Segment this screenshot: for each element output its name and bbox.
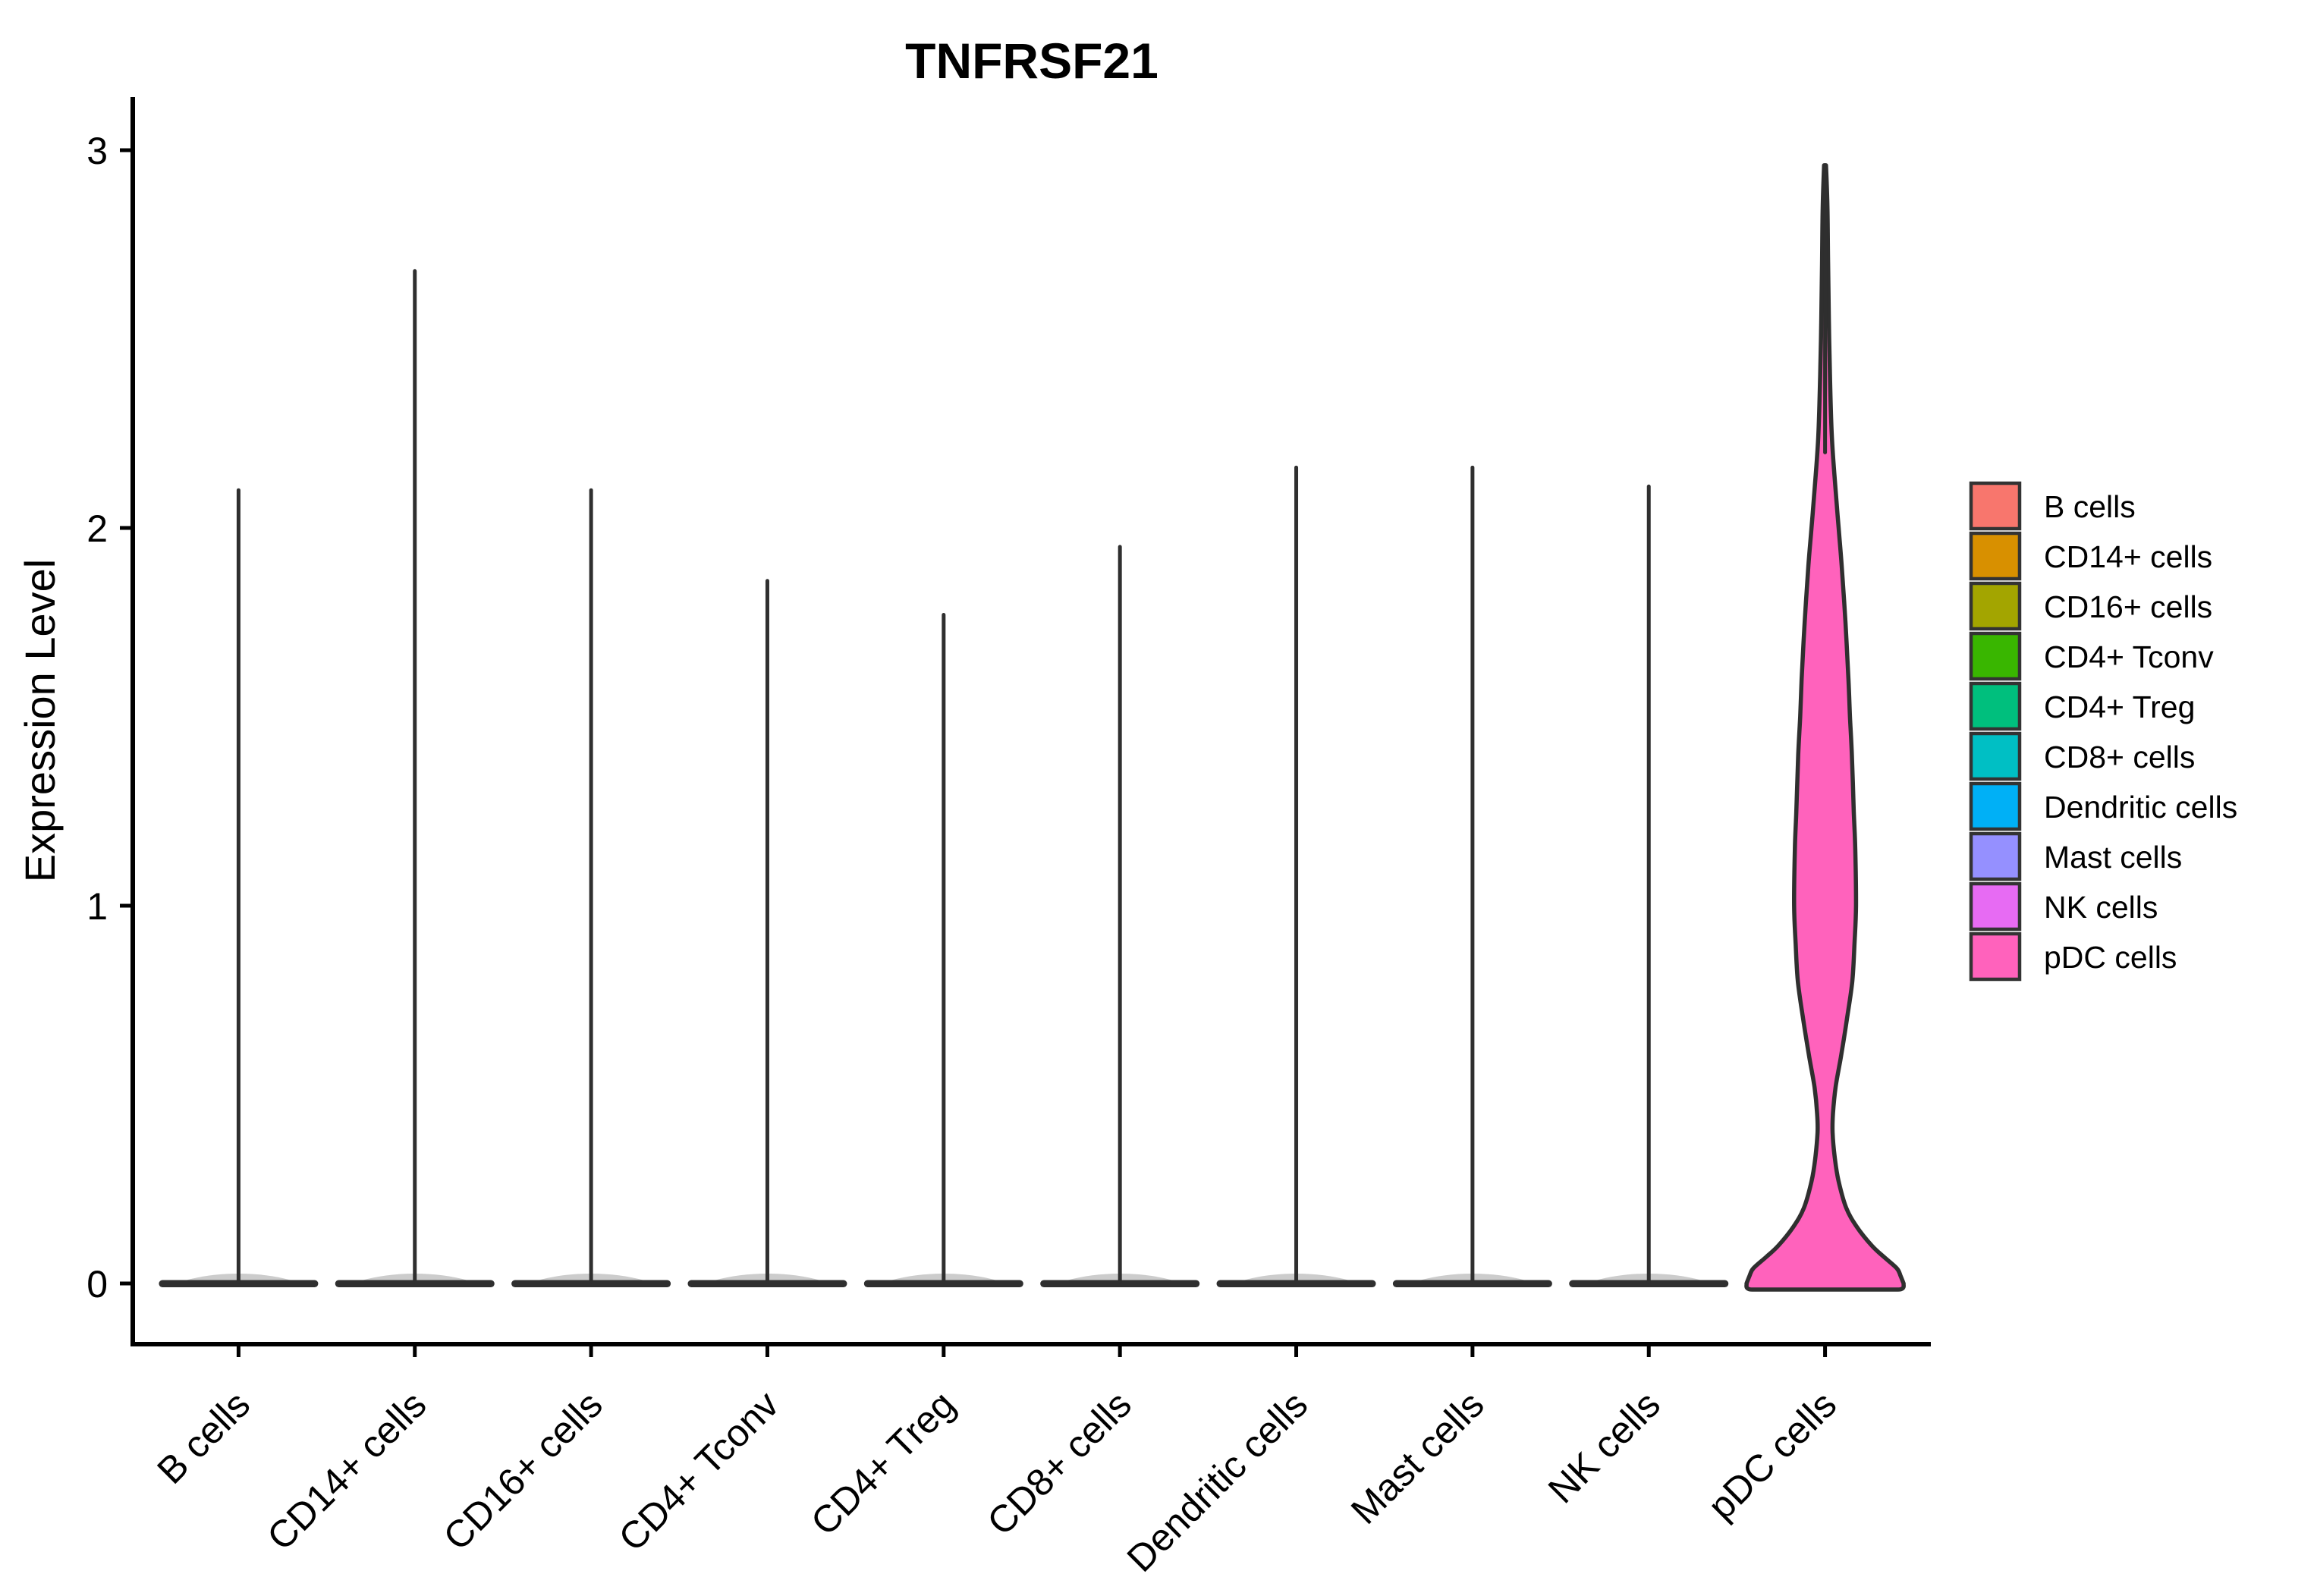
y-tick-label: 1 <box>86 885 108 928</box>
legend-swatch <box>1969 731 2022 781</box>
legend-label: NK cells <box>2044 890 2158 925</box>
legend-item: pDC cells <box>1969 932 2177 982</box>
legend-swatch <box>1969 481 2022 531</box>
legend-label: B cells <box>2044 489 2136 524</box>
violin-b-cells <box>159 488 319 1287</box>
legend-label: CD4+ Tconv <box>2044 639 2214 674</box>
legend-item: NK cells <box>1969 881 2158 932</box>
violin-pdc-cells <box>1744 163 1906 1292</box>
legend-item: CD14+ cells <box>1969 531 2212 581</box>
violin-dendritic-cells <box>1216 465 1376 1287</box>
legend-label: CD14+ cells <box>2044 539 2212 574</box>
y-tick-label: 2 <box>86 507 108 550</box>
violin-nk-cells <box>1569 484 1729 1287</box>
legend-swatch <box>1969 631 2022 681</box>
violin-cd8-cells <box>1040 545 1200 1287</box>
legend-swatch <box>1969 781 2022 831</box>
legend-item: CD4+ Tconv <box>1969 631 2214 681</box>
legend-swatch <box>1969 531 2022 581</box>
violin-cd4-treg <box>863 613 1023 1287</box>
violin-cd16-cells <box>511 488 671 1287</box>
legend-item: CD16+ cells <box>1969 581 2212 631</box>
y-axis-title: Expression Level <box>16 559 64 882</box>
legend-label: CD16+ cells <box>2044 589 2212 624</box>
legend-label: CD8+ cells <box>2044 740 2195 774</box>
y-tick-label: 0 <box>86 1263 108 1305</box>
violin-cd14-cells <box>335 269 495 1287</box>
legend-swatch <box>1969 932 2022 982</box>
violins <box>159 163 1906 1292</box>
legend-item: Dendritic cells <box>1969 781 2237 831</box>
legend: B cells CD14+ cells CD16+ cells CD4+ Tconv C… <box>1969 481 2237 982</box>
legend-item: Mast cells <box>1969 831 2182 881</box>
legend-swatch <box>1969 831 2022 881</box>
legend-label: pDC cells <box>2044 940 2177 975</box>
legend-swatch <box>1969 581 2022 631</box>
legend-item: CD8+ cells <box>1969 731 2195 781</box>
violin-body-pdc <box>1744 163 1906 1292</box>
legend-label: Mast cells <box>2044 840 2182 875</box>
legend-label: Dendritic cells <box>2044 790 2237 825</box>
y-axis-ticks: 0 1 2 3 <box>86 130 133 1305</box>
legend-item: CD4+ Treg <box>1969 681 2195 731</box>
violin-cd4-tconv <box>687 579 847 1287</box>
legend-label: CD4+ Treg <box>2044 690 2195 724</box>
legend-swatch <box>1969 681 2022 731</box>
legend-item: B cells <box>1969 481 2136 531</box>
chart-title: TNFRSF21 <box>905 33 1158 89</box>
legend-swatch <box>1969 881 2022 932</box>
violin-mast-cells <box>1392 465 1552 1287</box>
y-tick-label: 3 <box>86 130 108 172</box>
